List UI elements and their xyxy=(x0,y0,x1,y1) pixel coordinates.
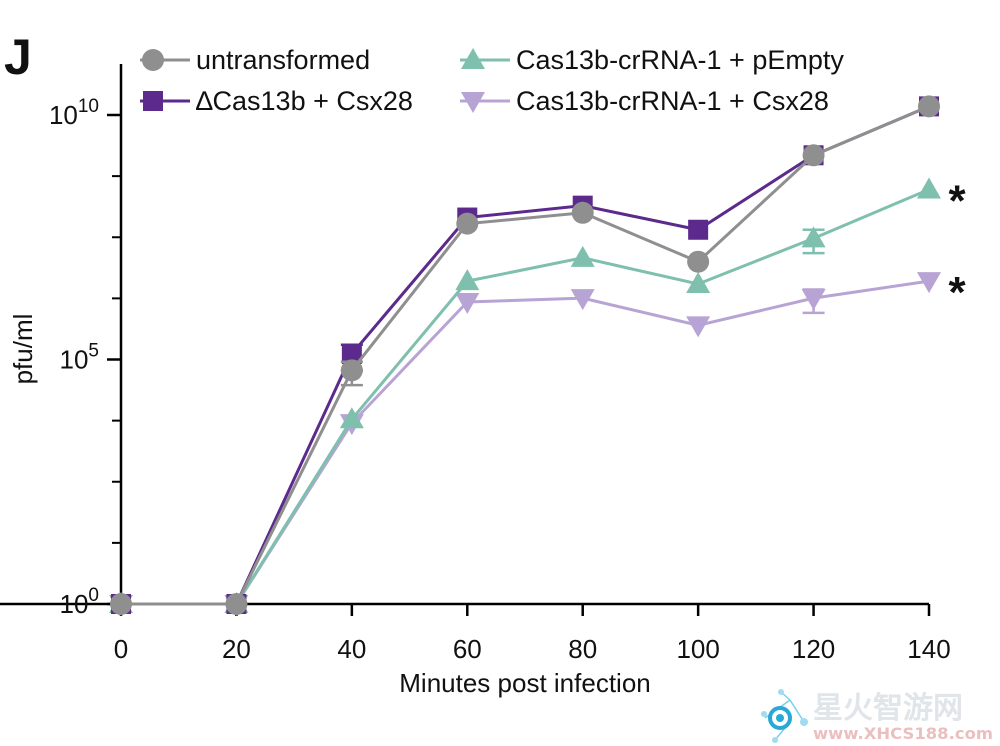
panel-label: J xyxy=(4,29,32,85)
series-layer xyxy=(109,95,941,616)
data-point xyxy=(917,177,941,199)
x-tick-label: 100 xyxy=(676,634,719,664)
data-point xyxy=(571,201,594,224)
data-point xyxy=(686,316,711,338)
data-point xyxy=(801,226,826,248)
x-tick-label: 80 xyxy=(568,634,597,664)
watermark-main-text: 星火智游网 xyxy=(813,691,963,726)
y-axis-title: pfu/ml xyxy=(8,314,38,385)
y-tick-label: 105 xyxy=(60,341,100,375)
legend-label: ∆Cas13b + Csx28 xyxy=(196,86,413,116)
data-point xyxy=(339,407,364,429)
legend-item-3: Cas13b-crRNA-1 + Csx28 xyxy=(460,86,829,116)
data-point xyxy=(917,272,941,294)
data-point xyxy=(225,593,248,615)
data-point xyxy=(455,292,480,314)
series-line xyxy=(121,188,930,606)
legend-marker xyxy=(461,48,485,69)
y-minor-ticks xyxy=(112,175,121,544)
data-point xyxy=(455,269,480,291)
y-major-ticks: 100 105 1010 xyxy=(49,96,121,619)
series-line xyxy=(121,279,930,606)
x-tick-label: 40 xyxy=(337,634,366,664)
significance-star: * xyxy=(948,176,966,225)
data-point xyxy=(687,250,710,273)
legend-marker xyxy=(143,91,163,111)
watermark-logo-icon xyxy=(761,689,808,743)
y-tick-label: 100 xyxy=(60,585,100,619)
significance-star: * xyxy=(948,268,966,317)
legend-label: untransformed xyxy=(196,45,370,75)
data-point xyxy=(688,219,709,240)
data-point xyxy=(686,271,711,293)
series-0 xyxy=(110,95,940,615)
data-point xyxy=(341,343,362,364)
legend-label: Cas13b-crRNA-1 + pEmpty xyxy=(516,45,844,75)
legend-label: Cas13b-crRNA-1 + Csx28 xyxy=(516,86,829,116)
legend-item-2: Cas13b-crRNA-1 + pEmpty xyxy=(460,45,844,75)
x-tick-label: 0 xyxy=(114,634,128,664)
watermark: 星火智游网 www.XHCS188.com xyxy=(761,689,993,743)
series-3 xyxy=(109,272,941,616)
x-tick-label: 20 xyxy=(222,634,251,664)
legend-item-0: untransformed xyxy=(140,45,370,75)
data-point xyxy=(456,212,479,235)
legend-marker xyxy=(142,49,164,71)
legend-item-1: ∆Cas13b + Csx28 xyxy=(140,86,413,116)
x-tick-label: 60 xyxy=(453,634,482,664)
data-point xyxy=(802,144,825,167)
y-tick-label: 1010 xyxy=(49,96,99,130)
x-ticks: 0 20 40 60 80 100 120 140 xyxy=(114,604,951,664)
data-point xyxy=(918,95,940,118)
legend-marker xyxy=(461,92,485,113)
x-tick-label: 140 xyxy=(907,634,950,664)
data-point xyxy=(570,245,595,267)
data-point xyxy=(801,289,826,311)
series-line xyxy=(121,105,930,606)
series-line xyxy=(121,105,930,606)
watermark-url-text: www.XHCS188.com xyxy=(813,724,993,743)
annotation-layer: ** xyxy=(948,176,966,317)
data-point xyxy=(570,289,595,311)
x-axis-title: Minutes post infection xyxy=(399,668,650,698)
series-2 xyxy=(109,177,941,613)
x-tick-label: 120 xyxy=(792,634,835,664)
data-point xyxy=(110,593,132,615)
legend: untransformed ∆Cas13b + Csx28 Cas13b-crRNA… xyxy=(140,45,844,116)
data-point xyxy=(340,359,363,382)
series-1 xyxy=(111,96,939,614)
axes xyxy=(0,64,929,606)
